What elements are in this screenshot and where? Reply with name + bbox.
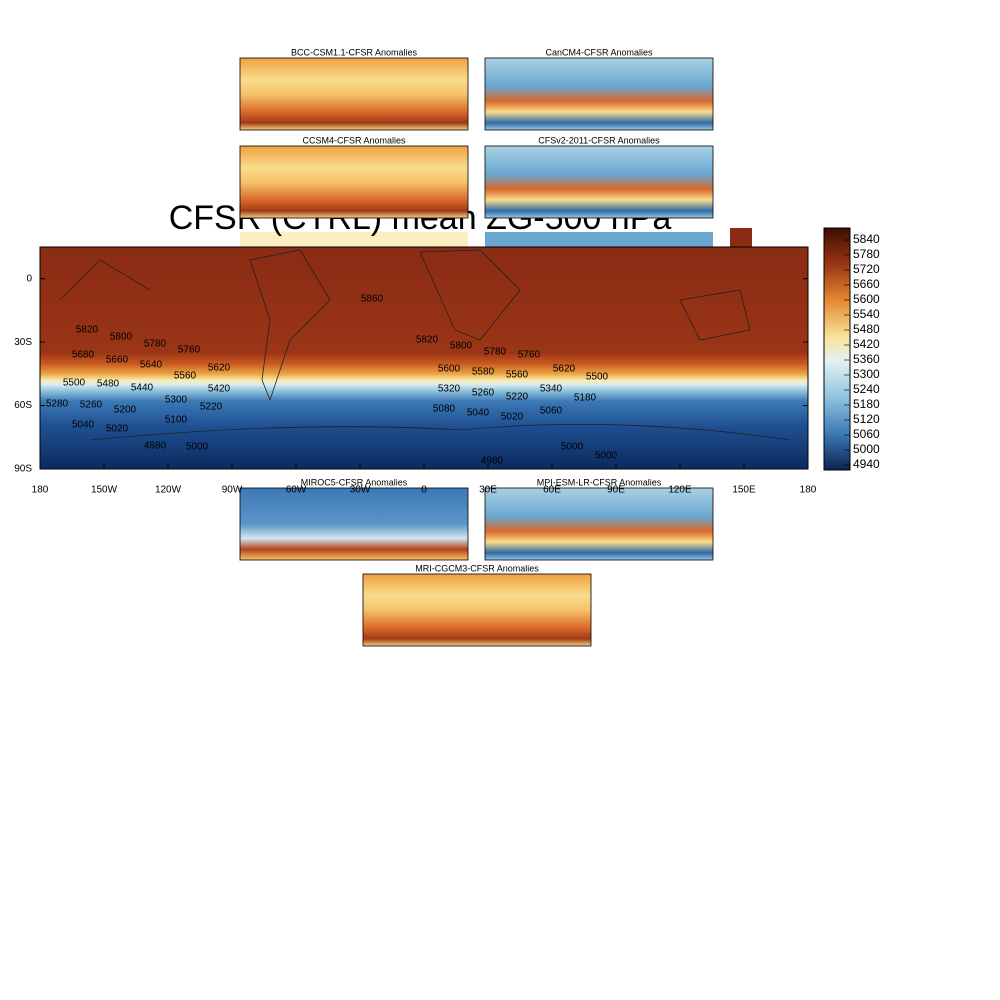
- anomaly-panel: [239, 487, 469, 561]
- contour-label: 5500: [586, 372, 609, 383]
- x-tick-label: 120W: [155, 485, 182, 496]
- y-tick-label: 60S: [14, 400, 32, 411]
- contour-label: 5680: [72, 350, 95, 361]
- colorbar-label: 5180: [853, 397, 880, 411]
- contour-label: 5660: [106, 355, 129, 366]
- contour-label: 5180: [574, 393, 597, 404]
- x-tick-label: 60W: [286, 485, 307, 496]
- colorbar-label: 5660: [853, 277, 880, 291]
- x-tick-label: 180: [32, 485, 49, 496]
- contour-label: 5800: [450, 341, 473, 352]
- panel-title: CFSv2-2011-CFSR Anomalies: [538, 135, 660, 145]
- colorbar: [823, 227, 851, 471]
- contour-label: 5000: [186, 442, 209, 453]
- contour-label: 5080: [433, 404, 456, 415]
- contour-label: 5760: [518, 350, 541, 361]
- anomaly-panel: [239, 57, 469, 131]
- contour-label: 5000: [595, 451, 618, 462]
- contour-label: 5600: [438, 364, 461, 375]
- x-tick-label: 150W: [91, 485, 118, 496]
- contour-label: 5760: [178, 345, 201, 356]
- x-tick-label: 120E: [668, 485, 692, 496]
- main-map: [39, 246, 809, 470]
- contour-label: 5220: [506, 392, 529, 403]
- contour-label: 5860: [361, 294, 384, 305]
- x-tick-label: 30E: [479, 485, 497, 496]
- contour-label: 5800: [110, 332, 133, 343]
- panel-title: CCSM4-CFSR Anomalies: [302, 135, 406, 145]
- x-tick-label: 30W: [350, 485, 371, 496]
- colorbar-label: 5840: [853, 232, 880, 246]
- x-tick-label: 180: [800, 485, 817, 496]
- colorbar-label: 5780: [853, 247, 880, 261]
- colorbar-label: 5060: [853, 427, 880, 441]
- contour-label: 5220: [200, 402, 223, 413]
- panel-title: CanCM4-CFSR Anomalies: [545, 47, 653, 57]
- contour-label: 5260: [80, 400, 103, 411]
- hidden-panel: [485, 232, 713, 247]
- x-tick-label: 90W: [222, 485, 243, 496]
- contour-label: 5440: [131, 383, 154, 394]
- panel-title: BCC-CSM1.1-CFSR Anomalies: [291, 47, 418, 57]
- x-tick-label: 0: [421, 485, 427, 496]
- contour-label: 5200: [114, 405, 137, 416]
- contour-label: 5060: [540, 406, 563, 417]
- anomaly-panel: [484, 57, 714, 131]
- contour-label: 5040: [467, 408, 490, 419]
- colorbar-label: 4940: [853, 457, 880, 471]
- contour-label: 5780: [144, 339, 167, 350]
- colorbar-label: 5420: [853, 337, 880, 351]
- contour-label: 5480: [97, 379, 120, 390]
- colorbar-label: 5360: [853, 352, 880, 366]
- legend-swatch: [730, 228, 752, 248]
- x-tick-label: 150E: [732, 485, 756, 496]
- colorbar-label: 5720: [853, 262, 880, 276]
- contour-label: 5640: [140, 360, 163, 371]
- contour-label: 5000: [561, 442, 584, 453]
- contour-label: 5320: [438, 384, 461, 395]
- contour-label: 5420: [208, 384, 231, 395]
- contour-label: 5280: [46, 399, 69, 410]
- colorbar-label: 5240: [853, 382, 880, 396]
- colorbar-label: 5120: [853, 412, 880, 426]
- x-tick-label: 60E: [543, 485, 561, 496]
- contour-label: 5620: [553, 364, 576, 375]
- contour-label: 5040: [72, 420, 95, 431]
- contour-label: 5020: [106, 424, 129, 435]
- anomaly-panel: [484, 487, 714, 561]
- colorbar-label: 5600: [853, 292, 880, 306]
- colorbar-label: 5300: [853, 367, 880, 381]
- contour-label: 5560: [174, 371, 197, 382]
- y-tick-label: 0: [26, 273, 32, 284]
- contour-label: 5300: [165, 395, 188, 406]
- contour-label: 5620: [208, 363, 231, 374]
- contour-label: 5780: [484, 347, 507, 358]
- coastline: [59, 249, 791, 441]
- panel-title: MIROC5-CFSR Anomalies: [301, 477, 408, 487]
- x-tick-label: 90E: [607, 485, 625, 496]
- contour-label: 5100: [165, 415, 188, 426]
- contour-label: 5820: [76, 325, 99, 336]
- y-tick-label: 90S: [14, 464, 32, 475]
- anomaly-panel: [362, 573, 592, 647]
- colorbar-label: 5540: [853, 307, 880, 321]
- panel-title: MPI-ESM-LR-CFSR Anomalies: [537, 477, 662, 487]
- contour-label: 5560: [506, 370, 529, 381]
- contour-label: 5500: [63, 378, 86, 389]
- contour-label: 5340: [540, 384, 563, 395]
- contour-label: 5580: [472, 367, 495, 378]
- contour-label: 5020: [501, 412, 524, 423]
- anomaly-panel: [239, 145, 469, 219]
- y-tick-label: 30S: [14, 337, 32, 348]
- contour-label: 5260: [472, 388, 495, 399]
- colorbar-label: 5480: [853, 322, 880, 336]
- anomaly-panel: [484, 145, 714, 219]
- hidden-panel: [240, 232, 468, 247]
- panel-title: MRI-CGCM3-CFSR Anomalies: [415, 563, 539, 573]
- contour-label: 5820: [416, 335, 439, 346]
- contour-label: 4980: [144, 441, 167, 452]
- colorbar-label: 5000: [853, 442, 880, 456]
- contour-label: 4980: [481, 456, 504, 467]
